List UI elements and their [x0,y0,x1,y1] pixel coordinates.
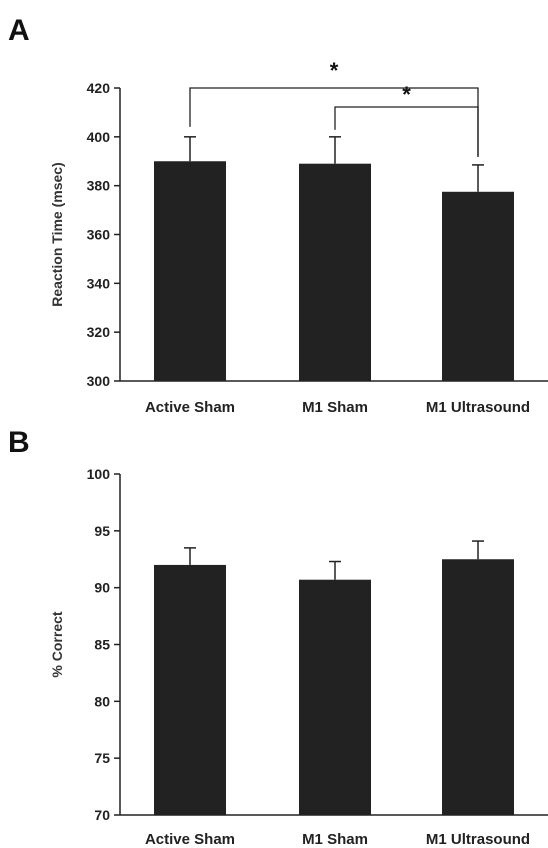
y-tick-label: 70 [94,807,110,823]
panel-letter: B [8,426,30,459]
bar-m1-sham [299,163,371,381]
y-tick-label: 400 [87,129,111,145]
category-label: M1 Ultrasound [426,831,530,848]
bar-m1-sham [299,579,371,815]
panel-a-reaction-time: A 300 320 340 360 380 400 420 Reaction Time (mse… [8,14,548,416]
y-tick-label: 75 [94,750,110,766]
significance-bracket [189,87,479,157]
bar-active-sham [154,564,226,815]
category-label: M1 Sham [302,399,368,416]
category-label: Active Sham [145,399,235,416]
y-tick-label: 340 [87,275,111,291]
significance-star: * [402,82,411,107]
category-label: Active Sham [145,831,235,848]
category-label: M1 Ultrasound [426,399,530,416]
y-tick-label: 90 [94,580,110,596]
y-tick-label: 300 [87,373,111,389]
y-tick-label: 95 [94,523,110,539]
panel-b-percent-correct: B 70 75 80 85 90 95 100 % Correct Active Sham M1 S… [8,426,548,848]
y-tick-label: 420 [87,80,111,96]
significance-bracket [334,106,479,157]
bar-m1-ultrasound [442,559,514,815]
panel-letter: A [8,14,30,47]
category-label: M1 Sham [302,831,368,848]
bar-active-sham [154,161,226,381]
y-tick-label: 100 [87,466,111,482]
bar-m1-ultrasound [442,191,514,381]
y-axis-title: % Correct [49,611,65,677]
y-tick-label: 380 [87,178,111,194]
significance-star: * [330,58,339,83]
y-axis-title: Reaction Time (msec) [49,162,65,306]
y-tick-label: 85 [94,637,110,653]
y-tick-label: 320 [87,324,111,340]
y-tick-label: 80 [94,693,110,709]
y-tick-label: 360 [87,227,111,243]
